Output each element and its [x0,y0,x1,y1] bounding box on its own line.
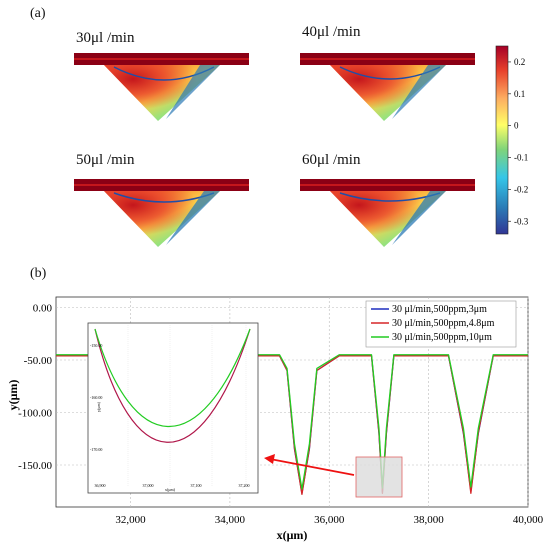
panel-a-graphics: 0.2 0.1 0 -0.1 -0.2 -0.3 [74,45,529,247]
y-axis-label: y(μm) [6,380,20,411]
sim-label-50: 50μl /min [76,152,135,168]
inset-x-tick-label: 36,900 [95,483,106,489]
legend: 30 μl/min,500ppm,3μm 30 μl/min,500ppm,4.8… [365,300,517,348]
y-tick-label: 0.00 [33,303,53,315]
inset-x-tick-label: 37,200 [239,483,250,489]
y-tick-label: -50.00 [24,355,53,367]
series-line-2 [56,354,528,490]
legend-entry: 30 μl/min,500ppm,10μm [392,332,492,343]
inset-plot: 36,900 37,000 37,100 37,200 -150.00 -160.00 -… [87,322,259,494]
inset-curve-green [94,328,251,427]
colorbar-tick-label: -0.1 [514,153,528,163]
x-tick-label: 40,000 [513,514,544,526]
colorbar-tick-label: 0.2 [514,57,525,67]
simulation-30 [74,53,249,121]
x-axis-label: x(μm) [277,528,308,542]
x-tick-label: 32,000 [115,514,146,526]
colorbar-tick-label: 0 [514,121,519,131]
zoom-arrowhead [264,454,275,464]
colorbar-tick-label: -0.3 [514,216,529,226]
inset-x-tick-label: 37,100 [191,483,202,489]
inset-y-tick-label: -160.00 [90,395,102,400]
simulation-60 [300,179,475,247]
zoom-region [355,456,403,498]
inset-y-tick-label: -150.00 [90,343,102,348]
panel-b-label: (b) [30,266,47,281]
x-tick-label: 36,000 [314,514,345,526]
simulation-50 [74,179,249,247]
x-tick-label: 34,000 [215,514,246,526]
y-tick-label: -100.00 [18,408,52,420]
inset-x-tick-label: 37,000 [143,483,154,489]
colorbar: 0.2 0.1 0 -0.1 -0.2 -0.3 [495,45,529,235]
sim-label-30: 30μl /min [76,30,135,46]
inset-xlabel: x(μm) [165,487,176,492]
legend-entry: 30 μl/min,500ppm,3μm [392,304,487,315]
y-tick-label: -150.00 [18,460,52,472]
x-tick-label: 38,000 [414,514,445,526]
colorbar-tick-label: -0.2 [514,184,528,194]
sim-label-40: 40μl /min [302,24,361,40]
inset-ylabel: y(μm) [96,401,101,412]
colorbar-tick-label: 0.1 [514,89,525,99]
profile-chart: 0.00 -50.00 -100.00 -150.00 32,000 34,000 36,… [6,296,544,542]
sim-label-60: 60μl /min [302,152,361,168]
inset-y-tick-label: -170.00 [90,447,102,452]
zoom-arrow [269,458,355,476]
panel-a-label: (a) [30,6,46,21]
simulation-40 [300,53,475,121]
legend-entry: 30 μl/min,500ppm,4.8μm [392,318,495,329]
inset-curve-red [94,328,251,443]
